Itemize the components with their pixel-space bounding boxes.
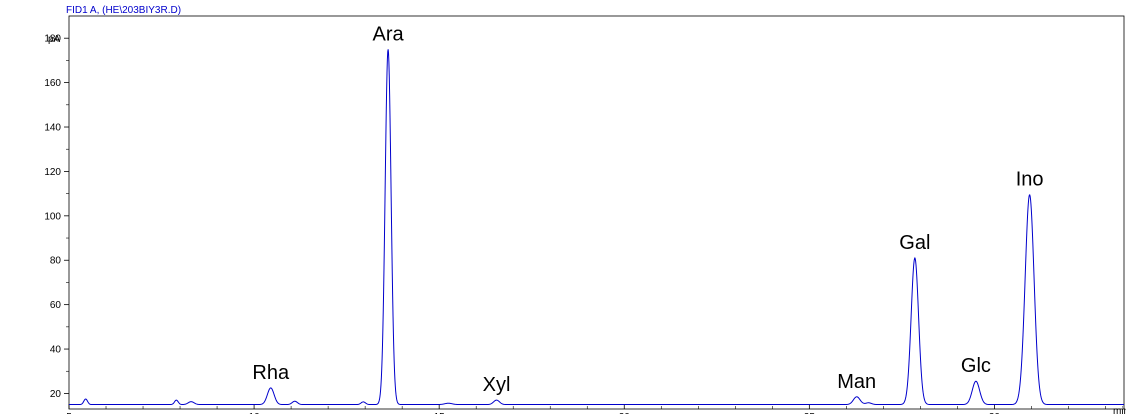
chromatogram-trace bbox=[69, 49, 1124, 406]
x-tick-label: 25 bbox=[804, 412, 816, 414]
x-tick-label: 10 bbox=[249, 412, 261, 414]
peak-label-rha: Rha bbox=[252, 362, 290, 384]
x-tick-label: 5 bbox=[66, 412, 72, 414]
x-tick-label: 15 bbox=[434, 412, 446, 414]
peak-label-glc: Glc bbox=[961, 355, 991, 377]
peak-label-man: Man bbox=[837, 371, 876, 393]
y-tick-label: 160 bbox=[44, 78, 61, 89]
peak-label-ara: Ara bbox=[373, 23, 405, 45]
x-axis-unit: min bbox=[1113, 406, 1126, 414]
peak-label-gal: Gal bbox=[899, 232, 930, 254]
plot-frame bbox=[68, 15, 1125, 410]
peak-label-ino: Ino bbox=[1016, 169, 1044, 191]
y-tick-label: 60 bbox=[50, 300, 62, 311]
y-tick-label: 140 bbox=[44, 123, 61, 134]
y-axis-unit: pA bbox=[48, 34, 61, 45]
peak-labels: Rha Ara Xyl Man Gal Glc Ino bbox=[252, 23, 1043, 396]
y-tick-label: 40 bbox=[50, 345, 62, 356]
y-tick-label: 120 bbox=[44, 167, 61, 178]
y-tick-label: 80 bbox=[50, 256, 62, 267]
y-tick-label: 20 bbox=[50, 389, 62, 400]
peak-label-xyl: Xyl bbox=[483, 374, 511, 396]
x-tick-label: 20 bbox=[619, 412, 631, 414]
y-tick-label: 180 bbox=[44, 34, 61, 45]
y-axis-ticks: 20 40 60 80 100 120 140 160 180 bbox=[44, 34, 69, 400]
chart-header: FID1 A, (HE\203BIY3R.D) bbox=[66, 5, 181, 16]
x-tick-label: 30 bbox=[989, 412, 1001, 414]
y-tick-label: 100 bbox=[44, 211, 61, 222]
